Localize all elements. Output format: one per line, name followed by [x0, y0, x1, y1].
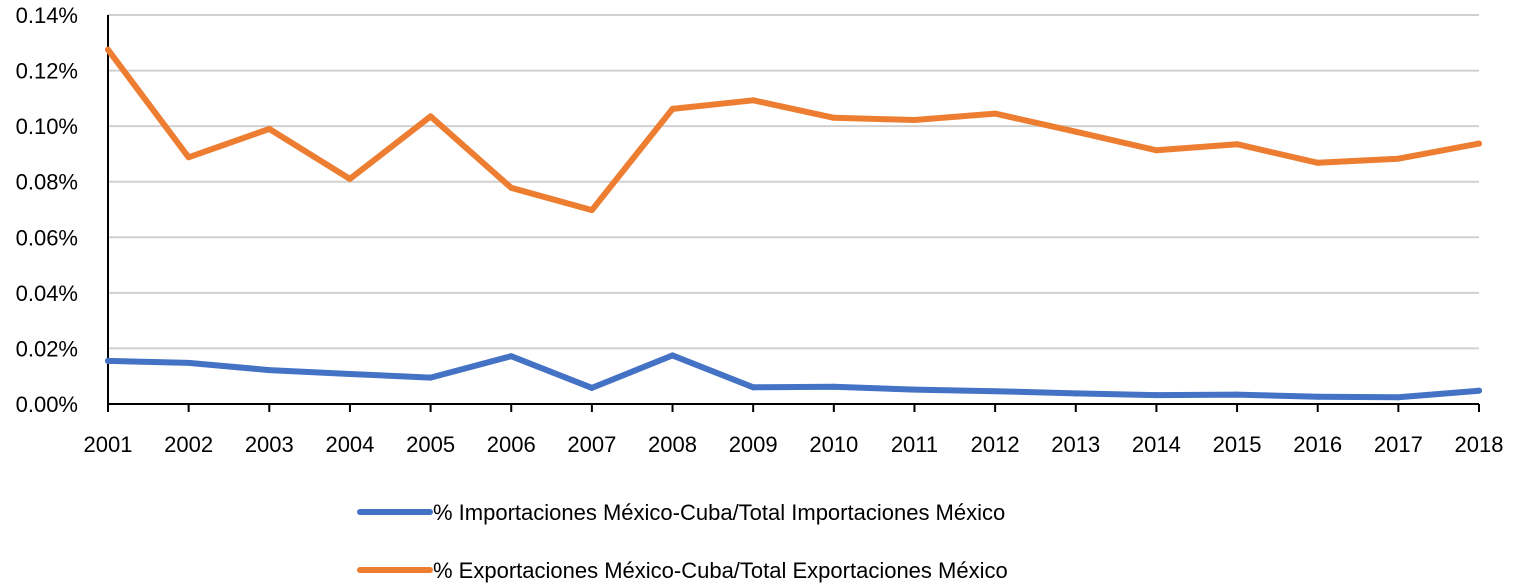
y-tick-label: 0.08% [16, 170, 78, 195]
data-point [1314, 393, 1321, 400]
x-tick-label: 2009 [729, 432, 778, 457]
data-point [427, 374, 434, 381]
axes [107, 15, 1480, 412]
x-tick-label: 2004 [325, 432, 374, 457]
x-tick-label: 2016 [1293, 432, 1342, 457]
y-tick-labels: 0.00% 0.02% 0.04% 0.06% 0.08% 0.10% 0.12% 0.14% [16, 3, 78, 417]
x-tick-label: 2015 [1213, 432, 1262, 457]
data-point [346, 370, 353, 377]
data-point [1395, 155, 1402, 162]
x-tick-label: 2005 [406, 432, 455, 457]
legend-label: % Exportaciones México-Cuba/Total Export… [433, 558, 1008, 583]
data-point [588, 384, 595, 391]
data-point [830, 114, 837, 121]
data-point [427, 113, 434, 120]
data-point [750, 384, 757, 391]
x-tick-label: 2010 [809, 432, 858, 457]
data-point [185, 359, 192, 366]
x-tick-label: 2012 [971, 432, 1020, 457]
data-point [911, 117, 918, 124]
data-point [911, 386, 918, 393]
legend-label: % Importaciones México-Cuba/Total Import… [433, 500, 1005, 525]
data-point [588, 207, 595, 214]
y-tick-label: 0.06% [16, 225, 78, 250]
data-point [1072, 128, 1079, 135]
series-line-importaciones [105, 352, 1482, 401]
y-tick-label: 0.10% [16, 114, 78, 139]
x-tick-label: 2006 [487, 432, 536, 457]
data-point [992, 388, 999, 395]
data-point [1234, 141, 1241, 148]
data-point [669, 105, 676, 112]
data-point [669, 352, 676, 359]
x-tick-label: 2003 [245, 432, 294, 457]
data-point [105, 357, 111, 364]
x-tick-label: 2001 [84, 432, 133, 457]
data-point [1476, 387, 1482, 394]
x-tick-label: 2018 [1455, 432, 1504, 457]
data-point [1153, 147, 1160, 154]
y-tick-label: 0.02% [16, 336, 78, 361]
data-point [830, 383, 837, 390]
y-tick-label: 0.00% [16, 392, 78, 417]
x-tick-label: 2014 [1132, 432, 1181, 457]
data-point [508, 184, 515, 191]
data-point [750, 97, 757, 104]
y-tick-label: 0.12% [16, 59, 78, 84]
data-point [1395, 394, 1402, 401]
data-point [1234, 391, 1241, 398]
y-tick-label: 0.04% [16, 281, 78, 306]
x-tick-label: 2002 [164, 432, 213, 457]
x-tick-label: 2017 [1374, 432, 1423, 457]
data-point [105, 46, 111, 53]
data-point [266, 367, 273, 374]
gridlines [108, 14, 1479, 350]
data-point [1476, 140, 1482, 147]
x-tick-label: 2008 [648, 432, 697, 457]
data-point [185, 154, 192, 161]
data-point [508, 353, 515, 360]
series-lines [105, 46, 1482, 401]
data-point [1153, 392, 1160, 399]
x-tick-label: 2013 [1051, 432, 1100, 457]
y-tick-label: 0.14% [16, 3, 78, 28]
series-line-exportaciones [105, 46, 1482, 214]
data-point [992, 110, 999, 117]
legend: % Importaciones México-Cuba/Total Import… [357, 500, 1008, 583]
x-tick-label: 2007 [567, 432, 616, 457]
x-tick-label: 2011 [891, 432, 938, 457]
data-point [1314, 159, 1321, 166]
data-point [1072, 390, 1079, 397]
data-point [266, 125, 273, 132]
x-tick-labels: 2001 2002 2003 2004 2005 2006 2007 2008 2009 2010… [84, 432, 1504, 457]
data-point [346, 175, 353, 182]
